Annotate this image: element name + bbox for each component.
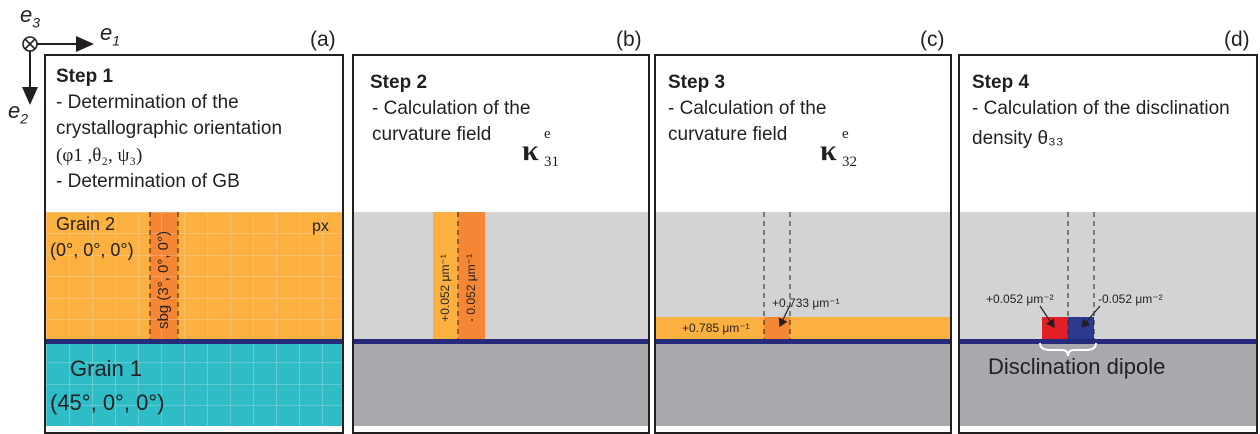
step-line: - Determination of the bbox=[56, 92, 239, 113]
step-title: Step 2 bbox=[370, 72, 428, 93]
panel-label: (c) bbox=[920, 28, 945, 51]
step-line: - Calculation of the disclination bbox=[972, 98, 1230, 119]
e3-label: e3 bbox=[20, 2, 41, 31]
upper-grain-region bbox=[960, 212, 1256, 341]
grain-2-name: Grain 2 bbox=[56, 214, 116, 234]
kappa-32-symbol: κ e 32 bbox=[820, 126, 857, 170]
dipole-brace bbox=[1039, 342, 1097, 357]
grain-2-angles: (0°, 0°, 0°) bbox=[50, 240, 134, 260]
lower-grain-region bbox=[354, 344, 648, 426]
e2-label: e2 bbox=[8, 98, 29, 127]
grain-boundary bbox=[960, 339, 1256, 344]
grain-1-name: Grain 1 bbox=[70, 356, 143, 381]
px-label: px bbox=[312, 218, 329, 235]
upper-grain-region bbox=[354, 212, 648, 341]
positive-disclination-label: +0.052 μm⁻² bbox=[986, 292, 1054, 306]
step-title: Step 3 bbox=[668, 72, 726, 93]
step-line: curvature field bbox=[668, 124, 788, 145]
step-line: curvature field bbox=[372, 124, 492, 145]
lower-grain-region bbox=[960, 344, 1256, 426]
step-title: Step 1 bbox=[56, 66, 114, 87]
step-line: - Calculation of the bbox=[668, 98, 827, 119]
panel-label: (b) bbox=[616, 28, 642, 51]
negative-disclination bbox=[1068, 317, 1094, 339]
lower-grain-region bbox=[656, 344, 950, 426]
panel-label: (a) bbox=[310, 28, 336, 51]
euler-angles: (φ1 ,θ₂, ψ₃) bbox=[56, 145, 143, 166]
grain-boundary bbox=[656, 339, 950, 344]
dipole-label: Disclination dipole bbox=[988, 354, 1166, 379]
positive-curvature-strip bbox=[433, 212, 458, 341]
step-line: - Determination of GB bbox=[56, 171, 240, 192]
negative-curvature-strip bbox=[458, 212, 485, 341]
spot-label: +0.733 μm⁻¹ bbox=[772, 296, 840, 310]
panel-label: (d) bbox=[1224, 28, 1250, 51]
step-line: - Calculation of the bbox=[372, 98, 531, 119]
grain-boundary bbox=[46, 339, 342, 344]
positive-disclination bbox=[1042, 317, 1068, 339]
step-line: crystallographic orientation bbox=[56, 118, 283, 139]
step-title: Step 4 bbox=[972, 72, 1030, 93]
positive-curvature-band bbox=[656, 317, 950, 339]
grain-boundary bbox=[354, 339, 648, 344]
e1-label: e1 bbox=[100, 20, 121, 49]
kappa-31-symbol: κ e 31 bbox=[522, 126, 559, 170]
step-line: density θ₃₃ bbox=[972, 128, 1064, 149]
band-label: +0.785 μm⁻¹ bbox=[682, 321, 750, 335]
grain-1-angles: (45°, 0°, 0°) bbox=[50, 390, 165, 415]
negative-disclination-label: -0.052 μm⁻² bbox=[1098, 292, 1163, 306]
